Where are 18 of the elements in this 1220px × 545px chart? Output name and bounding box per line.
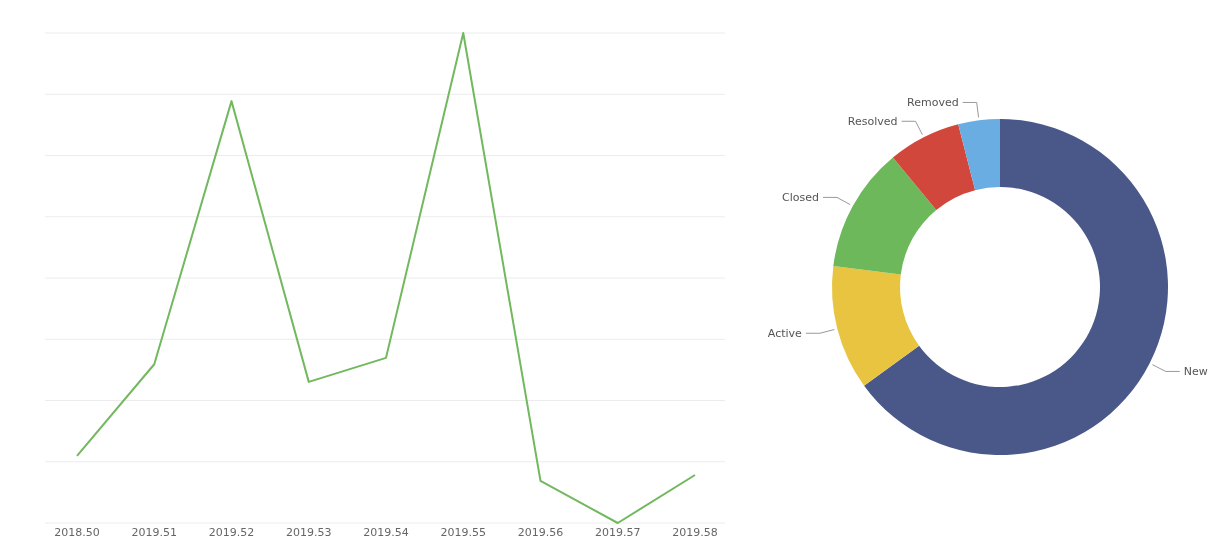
x-tick-label: 2019.57: [595, 526, 641, 539]
slice-label: New: [1183, 365, 1208, 379]
slice-label: Removed: [907, 96, 959, 110]
slice-label: Resolved: [847, 115, 898, 129]
x-tick-label: 2019.51: [131, 526, 177, 539]
x-tick-label: 2019.53: [286, 526, 332, 539]
donut-slice: [833, 157, 937, 275]
x-tick-label: 2019.55: [440, 526, 486, 539]
x-tick-label: 2018.50: [54, 526, 100, 539]
slice-label: Active: [767, 327, 803, 341]
x-tick-label: 2019.58: [672, 526, 718, 539]
x-tick-label: 2019.56: [517, 526, 564, 539]
donut-slice: [892, 124, 976, 210]
slice-label: Closed: [782, 191, 820, 205]
x-tick-label: 2019.54: [363, 526, 409, 539]
donut-slice: [832, 265, 920, 386]
donut-slice: [958, 119, 1000, 191]
x-tick-label: 2019.52: [208, 526, 255, 539]
